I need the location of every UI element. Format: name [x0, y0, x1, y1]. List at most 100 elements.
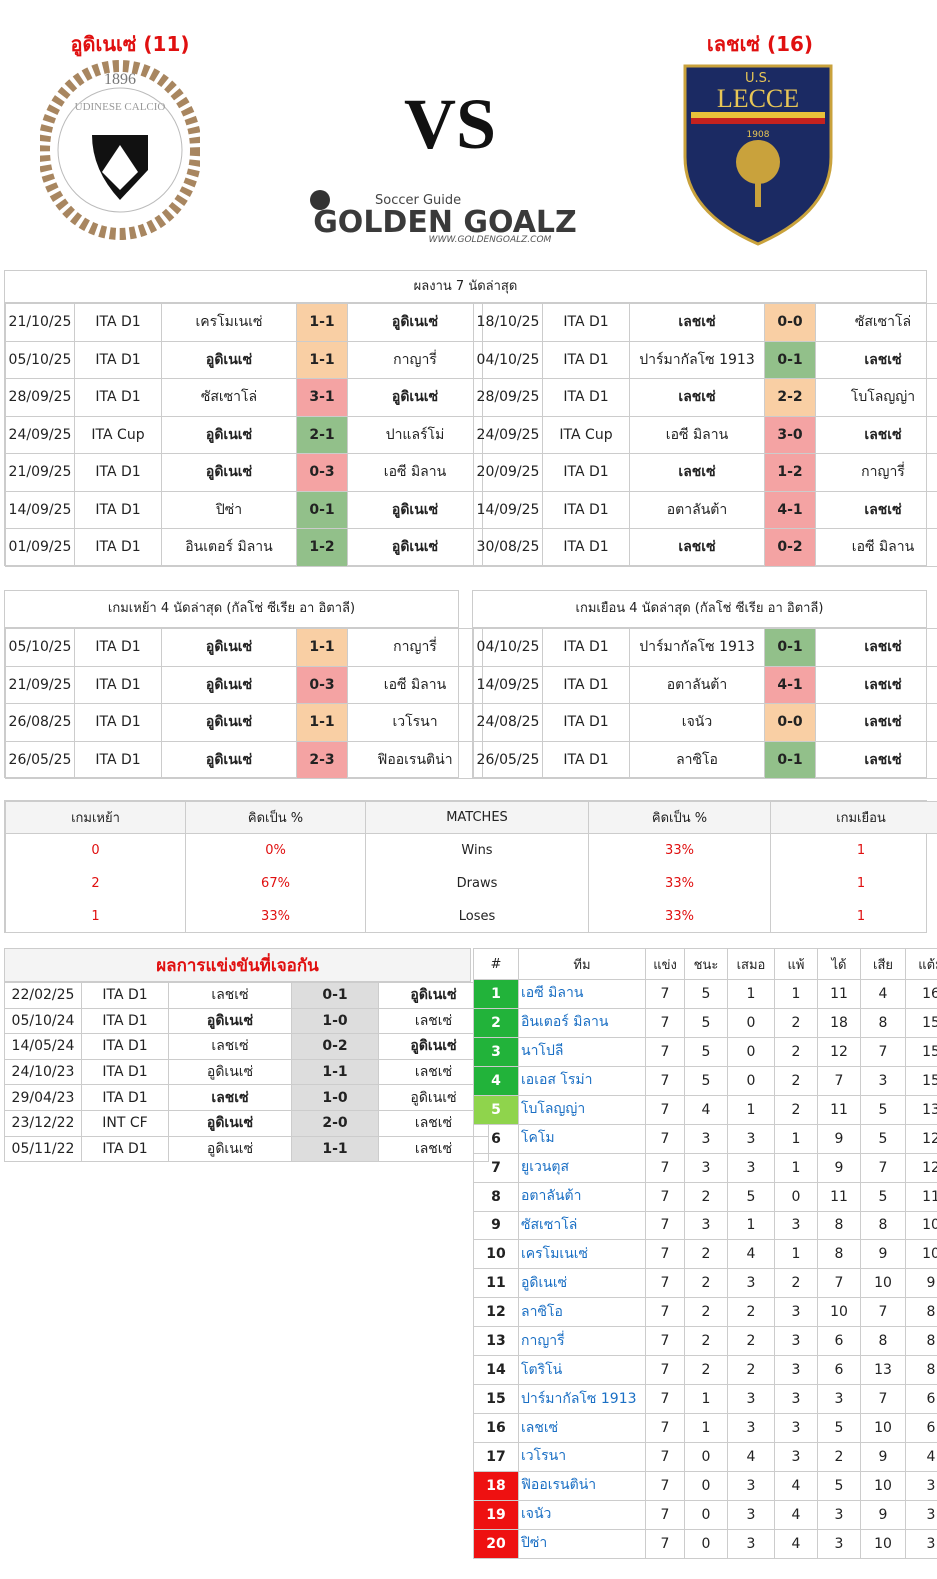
stats-cell: Loses [365, 899, 589, 933]
stat: 3 [774, 1326, 818, 1357]
home: ปิซ่า [161, 490, 297, 529]
date: 18/10/25 [473, 303, 543, 342]
home: อูดิเนเซ่ [161, 453, 297, 492]
home: อูดิเนเซ่ [168, 1058, 292, 1086]
section-title: ผลงาน 7 นัดล่าสุด [5, 271, 926, 303]
panel: ผลการแข่งขันที่เจอกัน 22/02/25 ITA D1 เลชเซ… [4, 948, 489, 1163]
stat: 7 [645, 1326, 685, 1357]
stat: 2 [774, 1268, 818, 1299]
stat: 9 [817, 1123, 861, 1154]
score: 2-1 [296, 415, 348, 454]
stat: 1 [774, 1123, 818, 1154]
home: อตาลันต้า [629, 490, 765, 529]
stat: 7 [645, 1355, 685, 1386]
home: อูดิเนเซ่ [161, 415, 297, 454]
stat: 11 [817, 979, 861, 1009]
score: 0-1 [764, 740, 816, 779]
away: เลชเซ่ [815, 340, 937, 379]
stat: 12 [905, 1123, 937, 1154]
stat: 7 [860, 1036, 906, 1067]
match-row: 24/08/25 ITA D1 เจนัว 0-0 เลชเซ่ [473, 703, 937, 742]
away: อูดิเนเซ่ [347, 490, 483, 529]
rank: 9 [473, 1210, 519, 1241]
away: กาญารี่ [347, 340, 483, 379]
home: ปาร์มากัลโซ 1913 [629, 628, 765, 667]
rank: 18 [473, 1470, 519, 1501]
away: เลชเซ่ [815, 740, 937, 779]
stat: 2 [684, 1268, 728, 1299]
match-row: 20/09/25 ITA D1 เลชเซ่ 1-2 กาญารี่ [473, 453, 937, 492]
date: 24/10/23 [4, 1058, 82, 1086]
home: เจนัว [629, 703, 765, 742]
stat: 7 [645, 1470, 685, 1501]
stat: 3 [727, 1152, 775, 1183]
home: อูดิเนเซ่ [161, 340, 297, 379]
match-table: 18/10/25 ITA D1 เลชเซ่ 0-0 ซัสเซาโล่ 04/10/25… [473, 303, 937, 567]
rank: 8 [473, 1181, 519, 1212]
team-link: เครโมเนเซ่ [518, 1239, 646, 1270]
logo-year: 1908 [747, 130, 770, 140]
team-link: โบโลญญ่า [518, 1094, 646, 1125]
home: เลชเซ่ [629, 528, 765, 567]
stat: 12 [905, 1152, 937, 1183]
score: 2-3 [296, 740, 348, 779]
home: เครโมเนเซ่ [161, 303, 297, 342]
competition: ITA D1 [542, 340, 630, 379]
match-row: 26/05/25 ITA D1 อูดิเนเซ่ 2-3 ฟิออเรนติน่า [5, 740, 483, 779]
competition: ITA D1 [74, 740, 162, 779]
rank: 10 [473, 1239, 519, 1270]
home: เลชเซ่ [168, 1033, 292, 1060]
stat: 0 [727, 1036, 775, 1067]
stat: 4 [684, 1094, 728, 1125]
stat: 5 [684, 1007, 728, 1038]
competition: ITA D1 [74, 303, 162, 342]
match-row: 05/10/24 ITA D1 อูดิเนเซ่ 1-0 เลชเซ่ [4, 1007, 489, 1035]
score: 0-2 [291, 1033, 379, 1060]
competition: ITA D1 [542, 740, 630, 779]
stat: 8 [905, 1355, 937, 1386]
stats-row: 0 0% Wins 33% 1 [5, 833, 937, 867]
stat: 1 [727, 979, 775, 1009]
logo-year: 1896 [104, 71, 136, 88]
stats-header-cell: MATCHES [365, 801, 589, 834]
stats-cell: 2 [5, 866, 186, 900]
date: 26/08/25 [5, 703, 75, 742]
stat: 4 [860, 979, 906, 1009]
rank: 2 [473, 1007, 519, 1038]
match-row: 14/09/25 ITA D1 อตาลันต้า 4-1 เลชเซ่ [473, 490, 937, 529]
match-table: 22/02/25 ITA D1 เลชเซ่ 0-1 อูดิเนเซ่ 05/10/24… [4, 982, 489, 1163]
score: 0-1 [296, 490, 348, 529]
rank: 4 [473, 1065, 519, 1096]
team-link: อตาลันต้า [518, 1181, 646, 1212]
stat: 7 [645, 1413, 685, 1443]
date: 14/05/24 [4, 1033, 82, 1060]
stat: 6 [817, 1355, 861, 1386]
stat: 10 [860, 1268, 906, 1299]
stat: 3 [727, 1384, 775, 1415]
rank: 13 [473, 1326, 519, 1357]
score: 0-1 [764, 628, 816, 667]
away: เลชเซ่ [378, 1109, 489, 1137]
panel: เกมเหย้า 4 นัดล่าสุด (กัลโช่ ซีเรีย อา อ… [4, 590, 483, 779]
stat: 15 [905, 1036, 937, 1067]
date: 26/05/25 [473, 740, 543, 779]
date: 14/09/25 [473, 490, 543, 529]
stat: 3 [774, 1297, 818, 1328]
stat: 1 [774, 979, 818, 1009]
standings-row: 2อินเตอร์ มิลาน750218815 [473, 1007, 937, 1038]
team-link: ปาร์มากัลโซ 1913 [518, 1384, 646, 1415]
stat: 1 [774, 1152, 818, 1183]
away: อูดิเนเซ่ [378, 982, 489, 1009]
home: อูดิเนเซ่ [161, 703, 297, 742]
date: 05/10/24 [4, 1007, 82, 1035]
away: โบโลญญ่า [815, 378, 937, 417]
stat: 2 [774, 1007, 818, 1038]
date: 05/11/22 [4, 1135, 82, 1163]
stat: 9 [860, 1239, 906, 1270]
standings-header-cell: แต้ม [905, 948, 937, 980]
stat: 3 [727, 1470, 775, 1501]
date: 04/10/25 [473, 628, 543, 667]
stat: 11 [905, 1181, 937, 1212]
stat: 1 [684, 1384, 728, 1415]
stat: 7 [860, 1297, 906, 1328]
